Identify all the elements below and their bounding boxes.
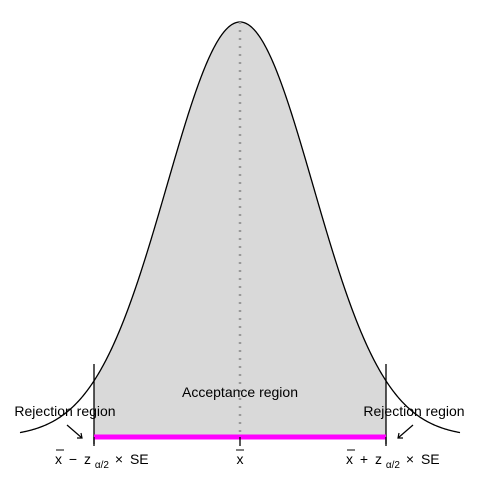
left-rejection-arrow [66,424,83,439]
rejection-region-left-label: Rejection region [14,403,115,419]
svg-text:x: x [237,451,244,467]
center-label: x [236,449,244,467]
rejection-region-right-label: Rejection region [363,403,464,419]
upper-bound-label: x + z α/2 × SE [346,449,440,471]
acceptance-region-shade [94,22,386,437]
svg-text:x + z α/2: x + z α/2 × SE [346,451,440,471]
left-rejection-arrowhead [77,432,83,439]
svg-text:x − z α/2: x − z α/2 × SE [55,451,149,471]
lower-bound-label: x − z α/2 × SE [55,449,149,471]
right-rejection-arrow [397,424,414,439]
right-rejection-arrowhead [397,432,403,439]
acceptance-region-label: Acceptance region [182,384,298,400]
